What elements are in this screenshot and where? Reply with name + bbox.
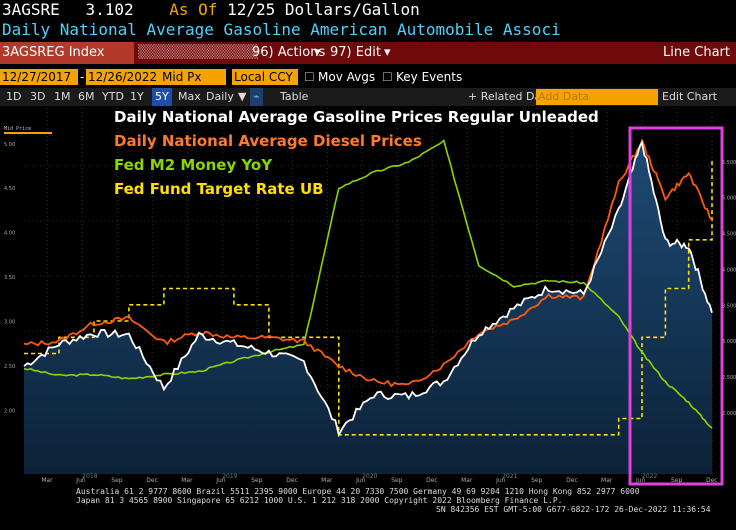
y-tick-label-right: 2.000 [722,411,736,417]
series-fed-funds-line [24,158,713,436]
edit-chevron-icon: ▾ [384,45,391,60]
key-events-label: Key Events [396,70,463,84]
range-3d[interactable]: 3D [30,90,46,103]
x-year-label: 2020 [362,473,377,480]
x-tick-label: Dec [146,477,158,484]
as-of-date: 12/25 [227,0,276,19]
footer-contacts-2: Japan 81 3 4565 8900 Singapore 65 6212 1… [76,496,563,505]
key-events-checkbox[interactable]: ☐ [382,70,393,84]
date-separator: - [80,70,85,84]
y-tick-label-left: 5.00 [4,142,15,148]
end-date-field[interactable]: 12/26/2022 [86,69,164,85]
frequency-chevron-icon: ▼ [238,90,247,103]
y-tick-label-right: 5.000 [722,196,736,202]
footer: Australia 61 2 9777 8600 Brazil 5511 239… [0,486,736,530]
x-tick-label: Jun [495,477,506,484]
y-tick-label-left: 3.00 [4,320,15,326]
highlight-box [628,126,724,486]
x-tick-label: Mar [461,477,473,484]
view-type-label: Line Chart [663,45,730,60]
x-tick-label: Dec [706,477,718,484]
legend-fed-funds: Fed Fund Target Rate UB [114,180,324,198]
units-label: Dollars/Gallon [284,0,420,19]
mov-avgs-label: Mov Avgs [318,70,376,84]
actions-menu[interactable]: 96) Actions [252,45,326,60]
x-tick-label: Dec [286,477,298,484]
y-tick-label-right: 5.500 [722,160,736,166]
footer-session: SN 842356 EST GMT-5:00 G677-6822-172 26-… [436,505,711,514]
range-1m[interactable]: 1M [54,90,71,103]
mini-legend: Mid Price [4,126,52,134]
legend-m2: Fed M2 Money YoY [114,156,273,174]
y-tick-label-right: 4.000 [722,267,736,273]
range-max[interactable]: Max [178,90,201,103]
range-1y[interactable]: 1Y [130,90,144,103]
legend-diesel: Daily National Average Diesel Prices [114,132,422,150]
y-axis: 2.00 2.50 3.00 3.50 4.00 4.50 5.00 2.000 2.500 3.… [4,142,736,417]
legend-gasoline: Daily National Average Gasoline Prices R… [114,108,599,126]
y-tick-label-left: 2.50 [4,364,15,370]
price-field-select[interactable]: Mid Px [160,69,226,85]
x-tick-label: Dec [566,477,578,484]
range-bar: 1D 3D 1M 6M YTD 1Y 5Y Max Daily ▼ ⌁ Tabl… [0,88,736,106]
y-tick-label-left: 4.50 [4,186,15,192]
x-tick-label: Jun [355,477,366,484]
x-tick-label: Sep [111,477,123,484]
x-tick-label: Mar [601,477,613,484]
x-year-label: 2018 [82,473,97,480]
x-year-label: 2022 [642,473,657,480]
edit-chart-button[interactable]: Edit Chart [662,90,718,103]
x-tick-label: Dec [426,477,438,484]
x-axis: Mar Jun Sep Dec Mar Jun Sep Dec Mar Jun Sep Dec Mar J… [41,473,717,484]
frequency-select[interactable]: Daily [206,90,234,103]
index-name-field[interactable]: 3AGSREG Index [0,42,134,64]
range-5y[interactable]: 5Y [152,88,172,106]
add-data-input[interactable]: Add Data [536,89,658,105]
gasoline-area-fill [24,142,712,474]
currency-select[interactable]: Local CCY [232,69,298,85]
x-tick-label: Jun [635,477,646,484]
related-data-button[interactable]: + Related Dat [468,90,546,103]
last-value: 3.102 [85,0,134,19]
x-year-label: 2021 [502,473,517,480]
range-ytd[interactable]: YTD [102,90,124,103]
date-controls: 12/27/2017 - 12/26/2022 ▦ Mid Px Local C… [0,66,736,88]
x-tick-label: Sep [671,477,683,484]
actions-chevron-icon: ▾ [314,45,321,60]
table-button[interactable]: Table [280,90,309,103]
range-6m[interactable]: 6M [78,90,95,103]
footer-contacts-1: Australia 61 2 9777 8600 Brazil 5511 239… [76,487,640,496]
security-description: Daily National Average Gasoline American… [2,20,561,39]
chart-legend: Daily National Average Gasoline Prices R… [114,108,599,198]
security-search-field[interactable]: ▒▒▒▒▒▒▒▒▒▒▒▒ [138,45,258,60]
y-tick-label-left: 2.00 [4,408,15,414]
y-tick-label-right: 2.500 [722,375,736,381]
x-tick-label: Jun [215,477,226,484]
start-date-field[interactable]: 12/27/2017 [0,69,78,85]
mini-legend-title: Mid Price [4,126,31,132]
y-tick-label-right: 3.000 [722,339,736,345]
x-tick-label: Sep [531,477,543,484]
edit-menu[interactable]: 97) Edit [330,45,381,60]
ticker: 3AGSRE [2,0,60,19]
x-tick-label: Sep [251,477,263,484]
y-tick-label-right: 3.500 [722,303,736,309]
x-tick-label: Mar [181,477,193,484]
security-header: 3AGSRE 3.102 As Of 12/25 Dollars/Gallon [2,0,734,20]
y-tick-label-left: 4.00 [4,231,15,237]
line-style-icon[interactable]: ⌁ [250,88,263,106]
y-tick-label-left: 3.50 [4,275,15,281]
line-chart[interactable]: Daily National Average Gasoline Prices R… [0,106,736,486]
mov-avgs-checkbox[interactable]: ☐ [304,70,315,84]
y-tick-label-right: 4.500 [722,232,736,238]
x-tick-label: Mar [321,477,333,484]
range-1d[interactable]: 1D [6,90,22,103]
x-tick-label: Sep [391,477,403,484]
x-year-label: 2019 [222,473,237,480]
function-toolbar: 3AGSREG Index ▒▒▒▒▒▒▒▒▒▒▒▒ 96) Actions ▾… [0,42,736,64]
mini-legend-marker [4,132,52,134]
x-tick-label: Mar [41,477,53,484]
x-tick-label: Jun [75,477,86,484]
as-of-label: As Of [169,0,218,19]
